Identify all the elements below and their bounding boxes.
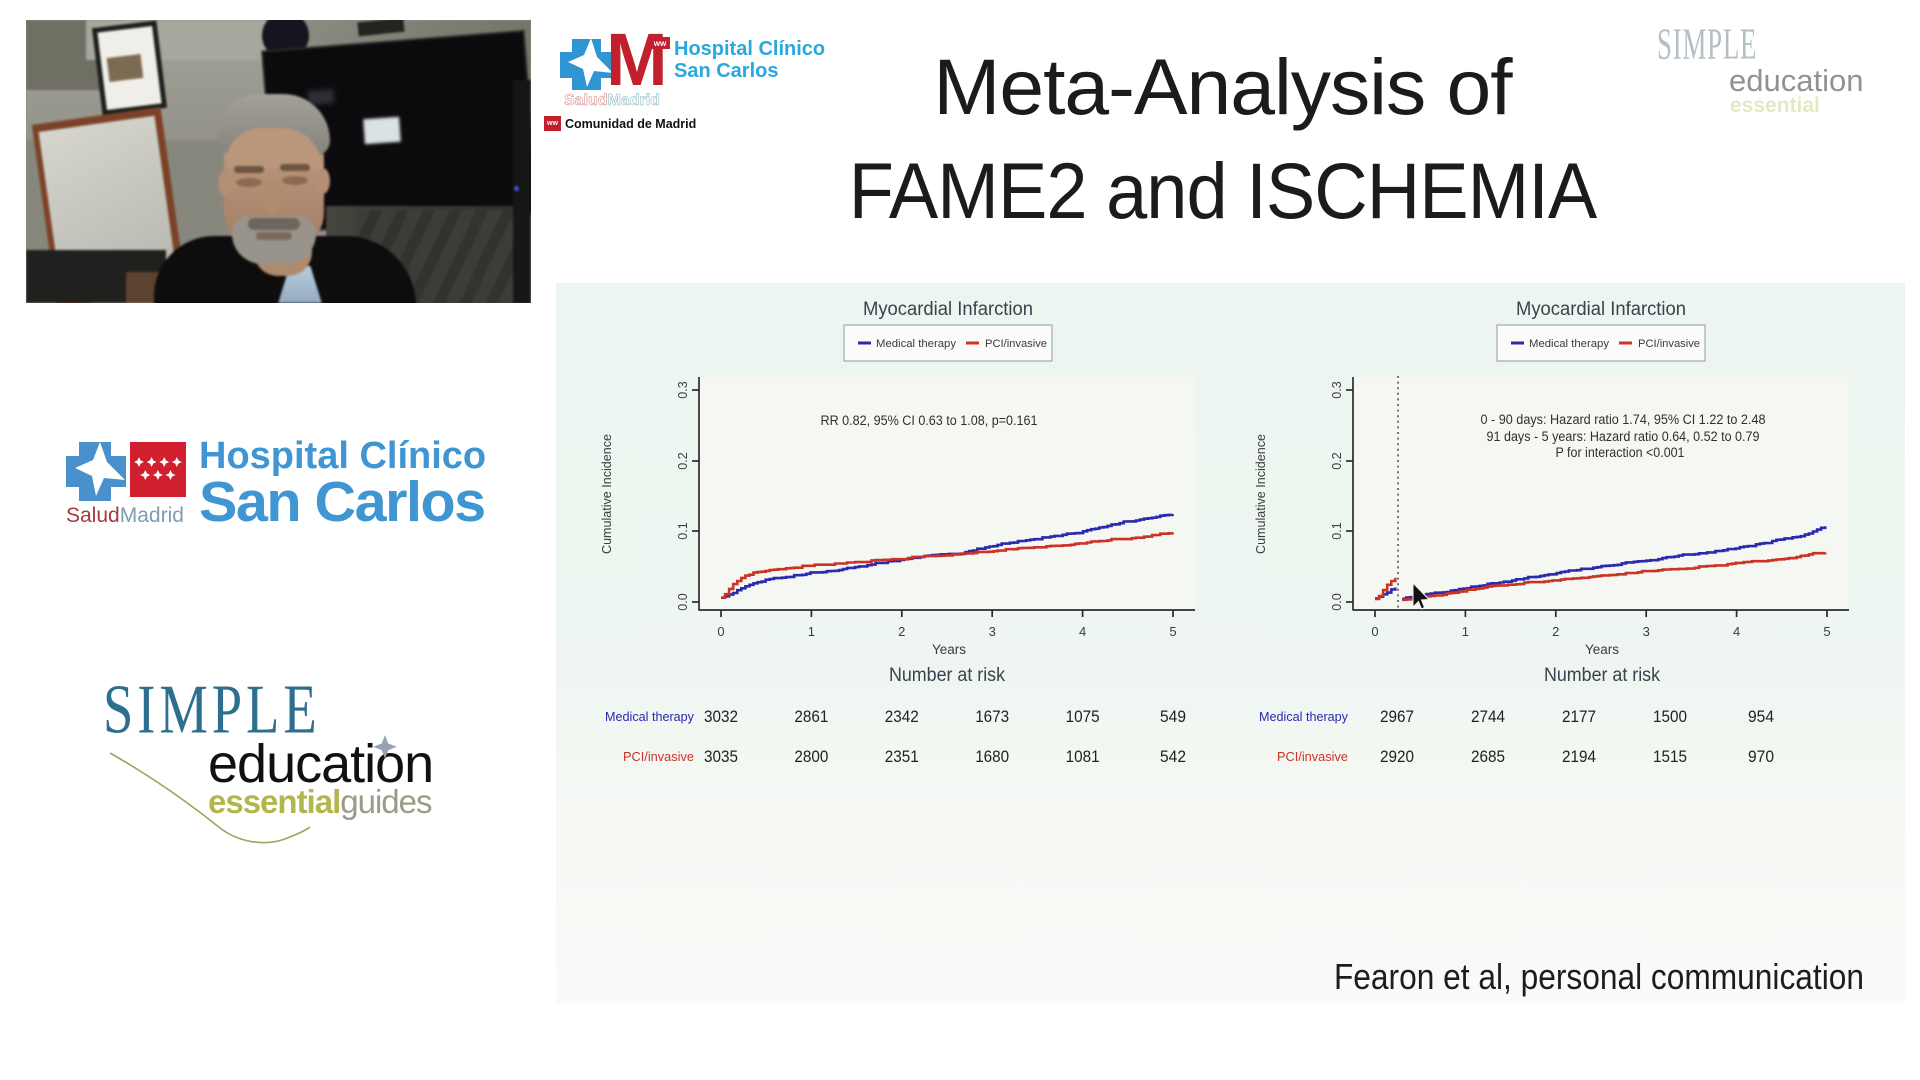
svg-text:5: 5 xyxy=(1823,624,1830,639)
svg-text:970: 970 xyxy=(1748,748,1774,766)
svg-text:2967: 2967 xyxy=(1380,708,1414,726)
svg-text:PCI/invasive: PCI/invasive xyxy=(985,338,1047,350)
svg-text:5: 5 xyxy=(1169,624,1176,639)
svg-text:2685: 2685 xyxy=(1471,748,1505,766)
svg-text:0 - 90 days: Hazard ratio 1.74: 0 - 90 days: Hazard ratio 1.74, 95% CI 1… xyxy=(1481,412,1766,427)
svg-text:0.2: 0.2 xyxy=(676,452,690,469)
svg-text:2744: 2744 xyxy=(1471,708,1505,726)
svg-text:2920: 2920 xyxy=(1380,748,1414,766)
svg-text:1515: 1515 xyxy=(1653,748,1687,766)
svg-text:Number at risk: Number at risk xyxy=(1544,665,1660,686)
svg-text:PCI/invasive: PCI/invasive xyxy=(623,750,694,764)
svg-text:2: 2 xyxy=(1552,624,1559,639)
svg-text:Years: Years xyxy=(932,642,966,657)
svg-text:PCI/invasive: PCI/invasive xyxy=(1277,750,1348,764)
svg-text:Myocardial Infarction: Myocardial Infarction xyxy=(863,299,1033,320)
svg-text:4: 4 xyxy=(1079,624,1086,639)
svg-text:0: 0 xyxy=(1371,624,1378,639)
svg-text:3032: 3032 xyxy=(704,708,738,726)
svg-text:PCI/invasive: PCI/invasive xyxy=(1638,338,1700,350)
svg-text:1075: 1075 xyxy=(1066,708,1100,726)
svg-text:1500: 1500 xyxy=(1653,708,1687,726)
svg-text:2800: 2800 xyxy=(794,748,828,766)
svg-text:Years: Years xyxy=(1585,642,1619,657)
svg-text:2342: 2342 xyxy=(885,708,919,726)
svg-text:2177: 2177 xyxy=(1562,708,1596,726)
svg-text:0.1: 0.1 xyxy=(676,522,690,539)
svg-text:3035: 3035 xyxy=(704,748,738,766)
svg-text:542: 542 xyxy=(1160,748,1186,766)
svg-text:954: 954 xyxy=(1748,708,1774,726)
svg-text:Cumulative Incidence: Cumulative Incidence xyxy=(1254,434,1268,554)
svg-text:Cumulative Incidence: Cumulative Incidence xyxy=(600,434,614,554)
svg-text:3: 3 xyxy=(1643,624,1650,639)
svg-text:91 days - 5 years: Hazard rati: 91 days - 5 years: Hazard ratio 0.64, 0.… xyxy=(1487,429,1760,444)
svg-text:0.3: 0.3 xyxy=(676,381,690,398)
svg-text:1: 1 xyxy=(808,624,815,639)
svg-text:Medical therapy: Medical therapy xyxy=(876,338,956,350)
svg-text:1081: 1081 xyxy=(1066,748,1100,766)
svg-text:Medical therapy: Medical therapy xyxy=(1529,338,1609,350)
svg-text:RR 0.82, 95% CI 0.63 to 1.08,: RR 0.82, 95% CI 0.63 to 1.08, p=0.161 xyxy=(821,413,1038,428)
svg-text:4: 4 xyxy=(1733,624,1740,639)
svg-text:2194: 2194 xyxy=(1562,748,1596,766)
svg-text:0: 0 xyxy=(717,624,724,639)
svg-text:0.0: 0.0 xyxy=(676,593,690,610)
svg-text:2861: 2861 xyxy=(794,708,828,726)
svg-text:0.3: 0.3 xyxy=(1330,381,1344,398)
svg-text:1: 1 xyxy=(1462,624,1469,639)
svg-text:Medical therapy: Medical therapy xyxy=(1259,710,1349,724)
svg-text:Number at risk: Number at risk xyxy=(889,665,1005,686)
svg-text:0.0: 0.0 xyxy=(1330,593,1344,610)
svg-text:1673: 1673 xyxy=(975,708,1009,726)
svg-text:1680: 1680 xyxy=(975,748,1009,766)
svg-text:0.2: 0.2 xyxy=(1330,452,1344,469)
svg-text:2351: 2351 xyxy=(885,748,919,766)
svg-text:Myocardial Infarction: Myocardial Infarction xyxy=(1516,299,1686,320)
svg-text:3: 3 xyxy=(989,624,996,639)
svg-text:0.1: 0.1 xyxy=(1330,522,1344,539)
svg-text:549: 549 xyxy=(1160,708,1186,726)
svg-text:Medical therapy: Medical therapy xyxy=(605,710,695,724)
svg-text:P for interaction <0.001: P for interaction <0.001 xyxy=(1556,445,1685,460)
svg-text:2: 2 xyxy=(898,624,905,639)
